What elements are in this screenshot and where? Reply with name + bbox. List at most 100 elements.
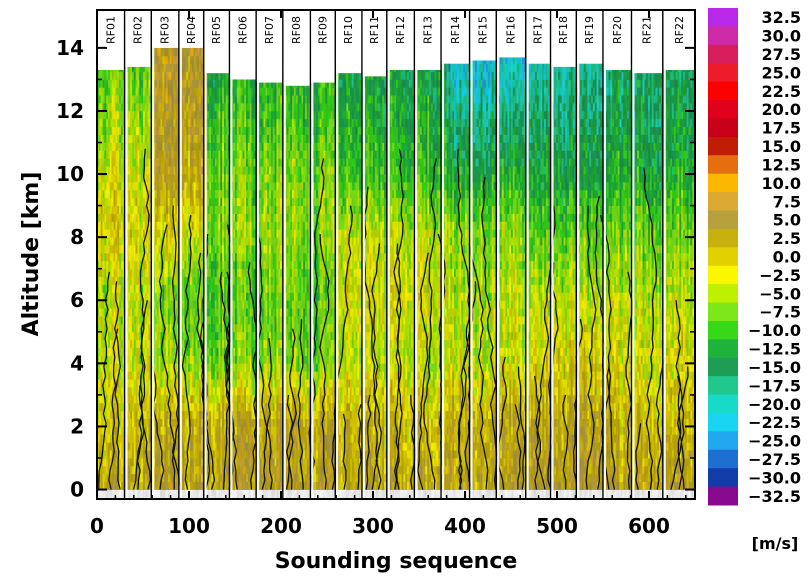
x-tick-label: 100 <box>168 514 210 538</box>
colorbar: 32.530.027.525.022.520.017.515.012.510.0… <box>708 8 801 506</box>
contour-line <box>417 252 429 490</box>
contour-line <box>158 224 182 490</box>
contour-line <box>480 177 505 490</box>
colorbar-tick-label: 30.0 <box>762 27 801 46</box>
flight-label: RF04 <box>185 16 198 44</box>
contour-line <box>677 366 689 490</box>
y-tick-label: 4 <box>70 351 84 375</box>
flight-label: RF21 <box>641 16 654 44</box>
flight-label: RF19 <box>583 16 596 44</box>
colorbar-swatch <box>708 486 738 506</box>
contour-line <box>514 404 522 490</box>
plot-frame <box>96 9 696 500</box>
flight-top-blank <box>311 11 335 83</box>
contour-line <box>357 404 362 490</box>
colorbar-tick-label: 17.5 <box>762 119 801 138</box>
flight-gap <box>663 11 666 498</box>
colorbar-tick-label: 12.5 <box>762 156 801 175</box>
flight-label: RF03 <box>159 16 172 44</box>
colorbar-tick-label: −12.5 <box>748 340 801 359</box>
flight-label: RF06 <box>236 16 249 44</box>
flight-top-blank <box>204 11 229 74</box>
flight-label: RF14 <box>449 16 462 44</box>
y-axis: 0 2 4 6 8 10 12 14 <box>56 36 695 502</box>
flight-label: RF09 <box>316 16 329 44</box>
flight-top-blank <box>442 11 469 64</box>
contour-line <box>625 271 634 490</box>
flight-top-blank <box>336 11 362 74</box>
colorbar-swatch <box>708 192 738 211</box>
colorbar-swatch <box>708 431 738 451</box>
colorbar-swatch <box>708 284 738 304</box>
colorbar-tick-label: 0.0 <box>773 248 801 267</box>
flight-top-blank <box>604 11 631 70</box>
flight-labels: RF01 RF02 RF03 RF04 RF05 RF06 RF07 RF08 RF09 RF10… <box>104 16 686 44</box>
flight-gap <box>387 11 390 498</box>
contour-line <box>331 205 353 490</box>
flight-label: RF11 <box>368 16 381 44</box>
flight-label: RF22 <box>673 16 686 44</box>
flight-gap <box>179 11 182 498</box>
colorbar-swatch <box>708 210 738 230</box>
colorbar-tick-label: −20.0 <box>748 395 801 414</box>
flight-label: RF07 <box>263 16 276 44</box>
colorbar-swatch <box>708 302 738 322</box>
colorbar-tick-label: −15.0 <box>748 358 801 377</box>
flight-gap <box>230 11 233 498</box>
contour-line <box>365 394 372 490</box>
colorbar-swatch <box>708 412 738 432</box>
zero-wind-contours <box>98 148 689 490</box>
x-axis: 0 100 200 300 400 500 600 <box>90 10 687 538</box>
colorbar-unit-label: [m/s] <box>752 534 799 553</box>
contour-line <box>562 394 569 490</box>
colorbar-tick-label: −2.5 <box>759 266 801 285</box>
contour-line <box>371 243 382 490</box>
flight-label: RF08 <box>290 16 303 44</box>
colorbar-tick-label: 5.0 <box>773 211 801 230</box>
colorbar-swatch <box>708 26 738 46</box>
contour-line <box>585 205 597 490</box>
colorbar-swatch <box>708 265 738 285</box>
flight-gap <box>551 11 554 498</box>
flight-gap <box>441 11 445 498</box>
flight-top-blank <box>470 11 496 61</box>
contour-line <box>108 328 119 490</box>
contour-line <box>394 243 401 490</box>
colorbar-tick-label: 32.5 <box>762 8 801 27</box>
colorbar-swatch <box>708 118 738 138</box>
contour-line <box>219 271 231 490</box>
colorbar-swatch <box>708 376 738 396</box>
flight-top-blank <box>152 11 178 48</box>
contour-line <box>136 385 145 490</box>
contour-line <box>308 158 325 490</box>
contour-line <box>181 214 192 490</box>
flight-label: RF16 <box>505 16 518 44</box>
colorbar-swatch <box>708 320 738 340</box>
flight-label: RF02 <box>132 16 145 44</box>
flight-top-blank <box>577 11 603 64</box>
contour-line <box>533 375 541 490</box>
flight-top-blank <box>526 11 550 64</box>
colorbar-tick-label: 22.5 <box>762 82 801 101</box>
x-tick-label: 400 <box>444 514 486 538</box>
flight-gap <box>311 11 314 498</box>
flight-gap <box>362 11 365 498</box>
colorbar-swatch <box>708 136 738 156</box>
colorbar-swatch <box>708 247 738 267</box>
flight-label: RF18 <box>557 16 570 44</box>
colorbar-swatch <box>708 155 738 175</box>
contour-line <box>247 262 259 490</box>
x-tick-label: 200 <box>260 514 302 538</box>
y-tick-label: 14 <box>56 36 84 60</box>
flight-label: RF13 <box>421 16 434 44</box>
flight-gap <box>152 11 155 498</box>
x-tick-label: 500 <box>536 514 578 538</box>
x-tick-label: 600 <box>628 514 670 538</box>
flight-gap <box>336 11 339 498</box>
flight-top-blank <box>551 11 576 67</box>
flight-gap <box>125 11 128 498</box>
colorbar-swatch <box>708 468 738 488</box>
colorbar-tick-label: −22.5 <box>748 413 801 432</box>
contour-line <box>655 356 666 490</box>
